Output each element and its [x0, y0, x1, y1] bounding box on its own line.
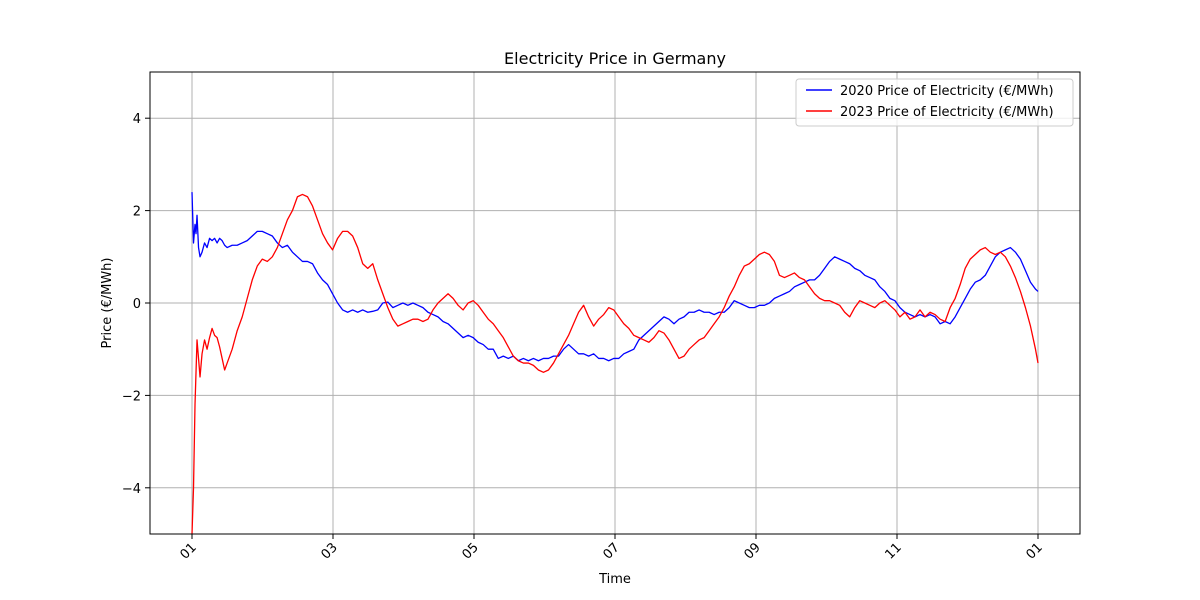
legend-label-2020: 2020 Price of Electricity (€/MWh) [840, 84, 1054, 99]
legend-label-2023: 2023 Price of Electricity (€/MWh) [840, 105, 1054, 120]
y-tick-label: 4 [133, 112, 141, 127]
x-axis-label: Time [598, 572, 631, 587]
y-axis-label: Price (€/MWh) [100, 258, 115, 349]
grid-layer [150, 72, 1080, 534]
series-layer [191, 192, 1039, 534]
legend: 2020 Price of Electricity (€/MWh) 2023 P… [795, 78, 1074, 127]
series-line-2020 [191, 192, 1039, 362]
y-tick-label: 0 [133, 297, 141, 312]
y-tick-label: 2 [133, 205, 141, 220]
chart-title: Electricity Price in Germany [504, 49, 726, 68]
legend-box [795, 78, 1074, 127]
series-line-2023 [191, 193, 1039, 534]
y-tick-label: −2 [122, 389, 141, 404]
y-tick-label: −4 [122, 482, 141, 497]
